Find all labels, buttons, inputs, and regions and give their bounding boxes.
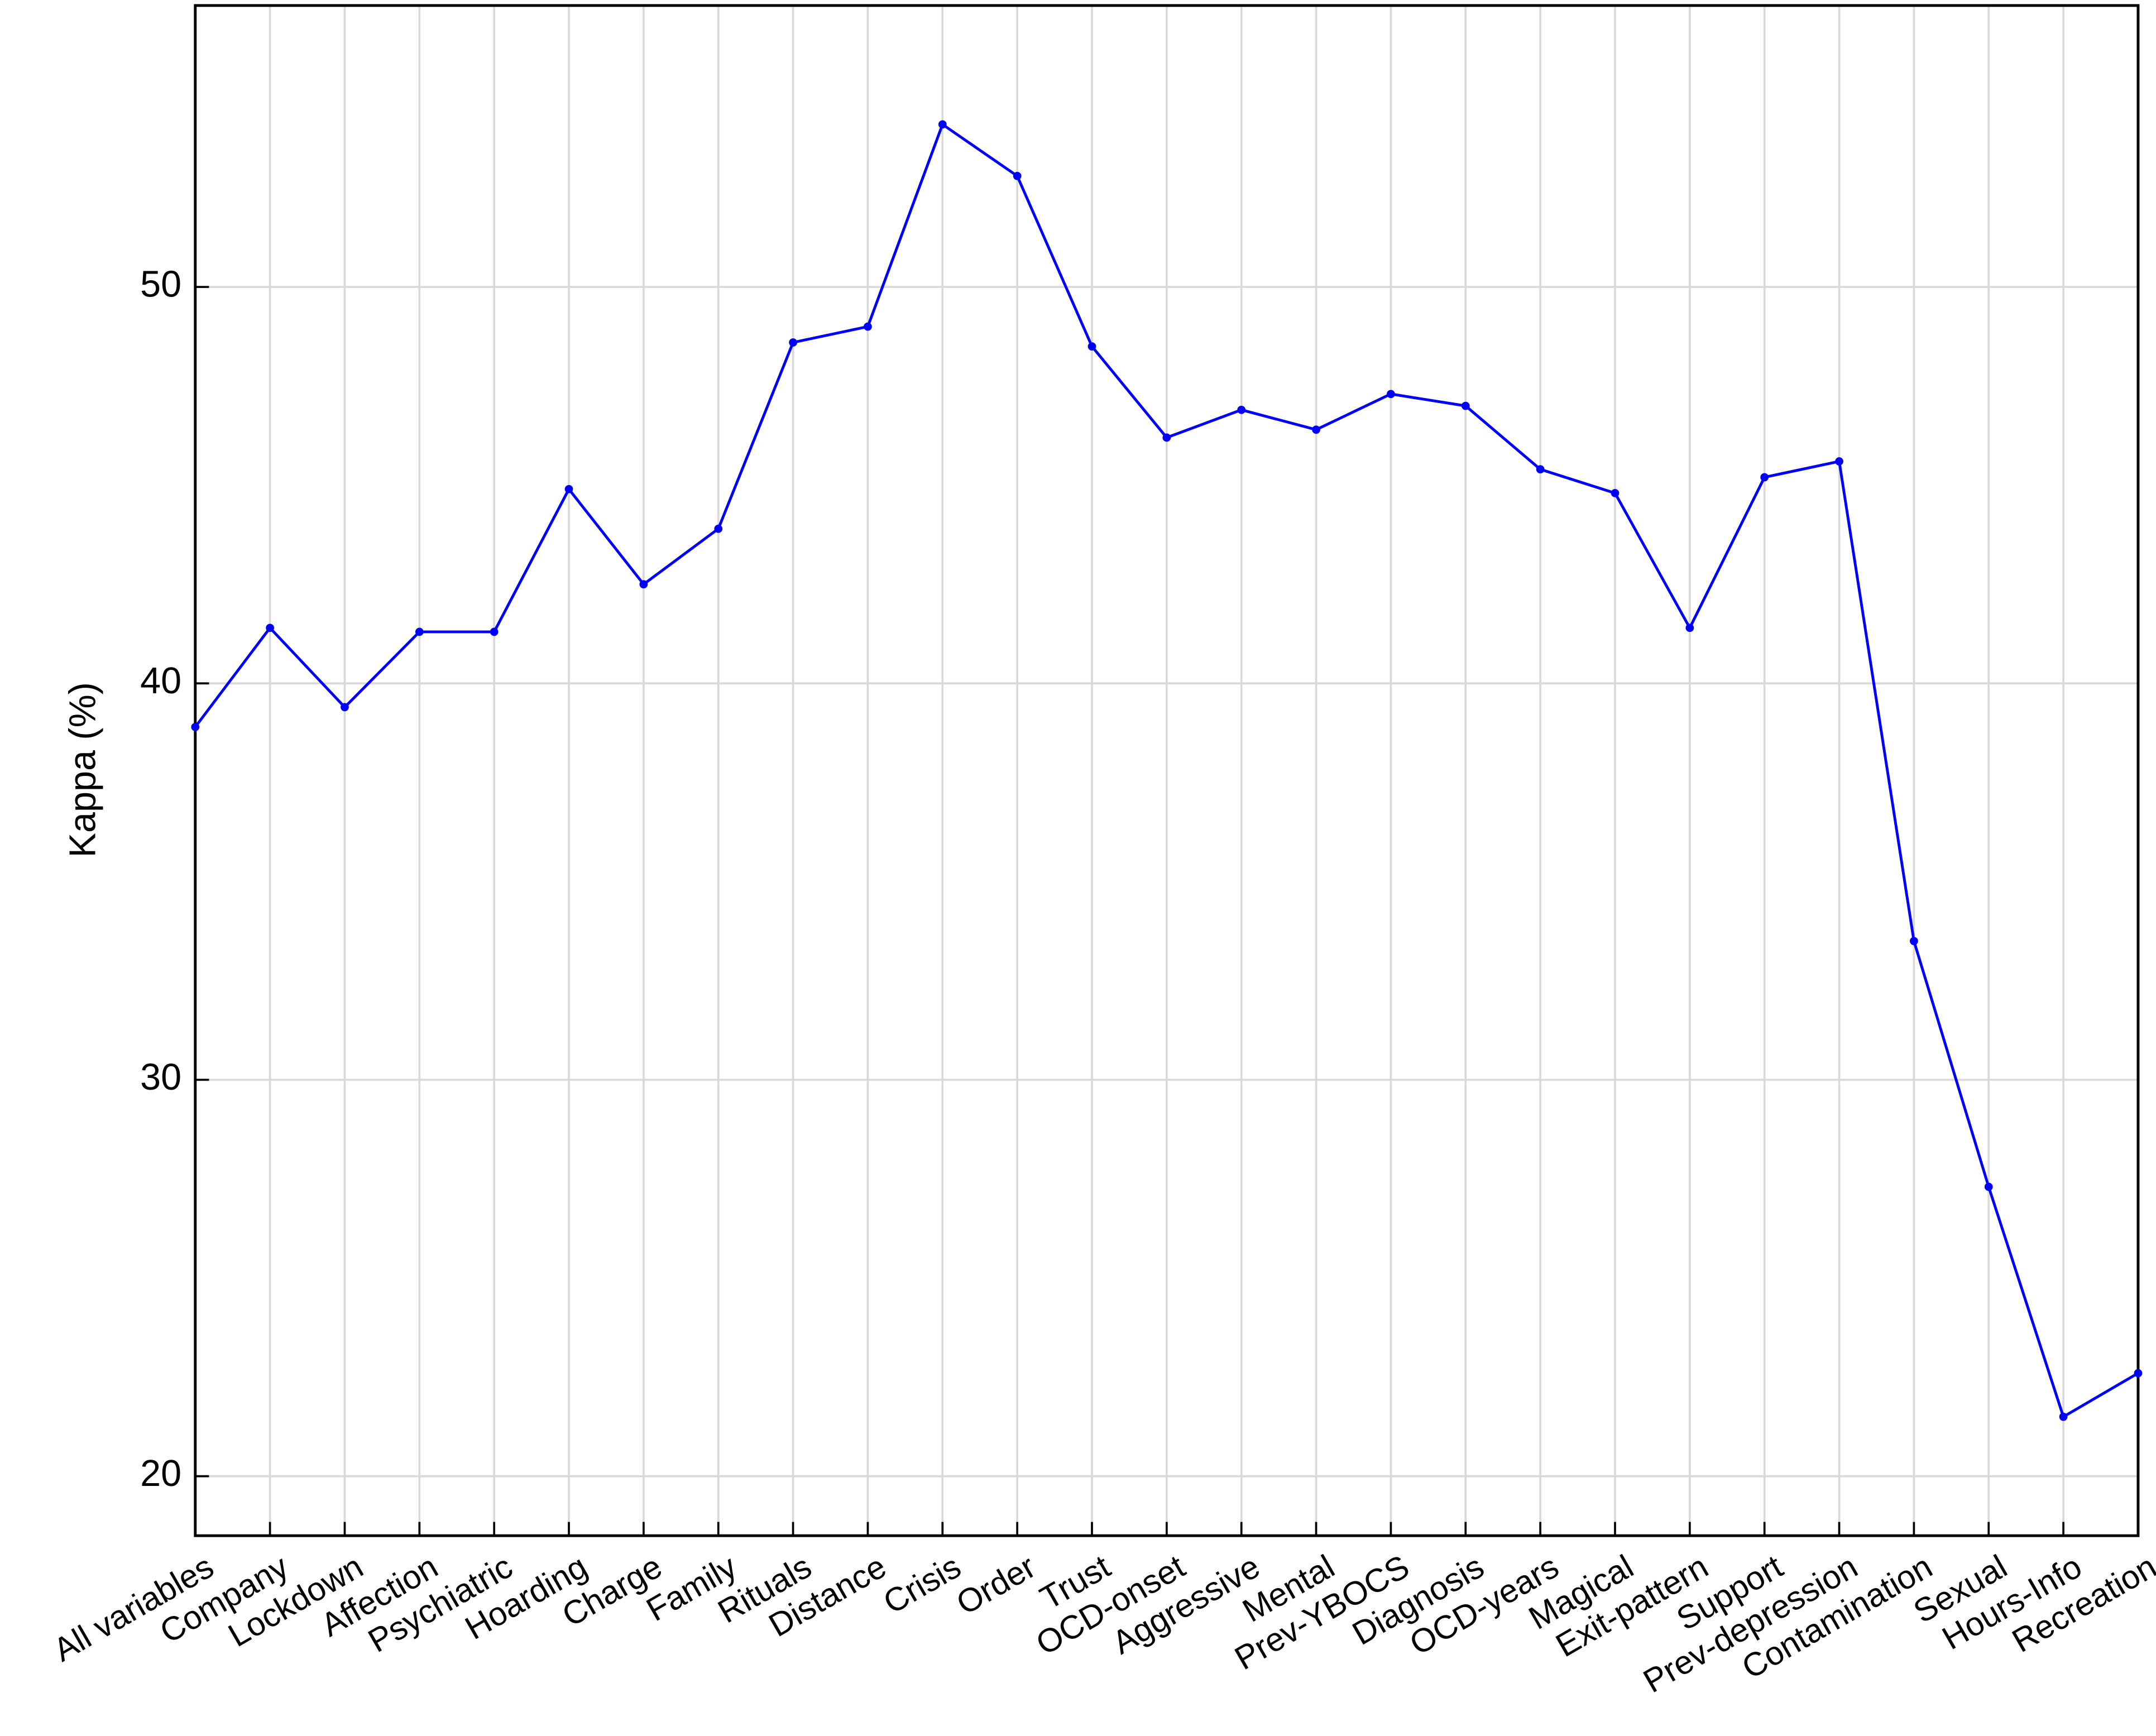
data-point	[714, 524, 723, 533]
data-point	[639, 580, 648, 589]
data-point	[564, 485, 573, 493]
data-point	[1611, 488, 1620, 497]
data-point	[1984, 1182, 1993, 1191]
data-point	[2134, 1369, 2143, 1378]
data-point	[1461, 401, 1470, 410]
y-tick-label: 30	[140, 1057, 181, 1098]
data-point	[341, 703, 349, 712]
y-axis-label: Kappa (%)	[62, 682, 103, 857]
y-tick-label: 40	[140, 660, 181, 702]
data-point	[938, 120, 947, 129]
x-tick-label: Crisis	[877, 1547, 967, 1621]
x-tick-label: Order	[950, 1547, 1042, 1622]
data-point	[415, 627, 424, 636]
data-point	[1087, 342, 1096, 351]
data-point	[864, 322, 872, 331]
plot-frame	[194, 4, 2140, 1537]
data-point	[490, 627, 499, 636]
data-point	[1685, 624, 1694, 632]
data-point	[1162, 433, 1171, 442]
data-point	[1536, 465, 1545, 474]
data-point	[1237, 405, 1246, 414]
data-point	[1910, 937, 1918, 946]
data-point	[1835, 457, 1843, 466]
data-point	[266, 624, 275, 632]
data-point	[191, 722, 200, 731]
data-point	[1013, 171, 1022, 180]
y-tick-label: 50	[140, 264, 181, 305]
data-point	[2059, 1412, 2068, 1421]
data-point	[1387, 390, 1395, 399]
data-point	[1312, 425, 1320, 434]
y-tick-label: 20	[140, 1453, 181, 1494]
data-point	[789, 338, 797, 347]
data-point	[1760, 473, 1769, 482]
